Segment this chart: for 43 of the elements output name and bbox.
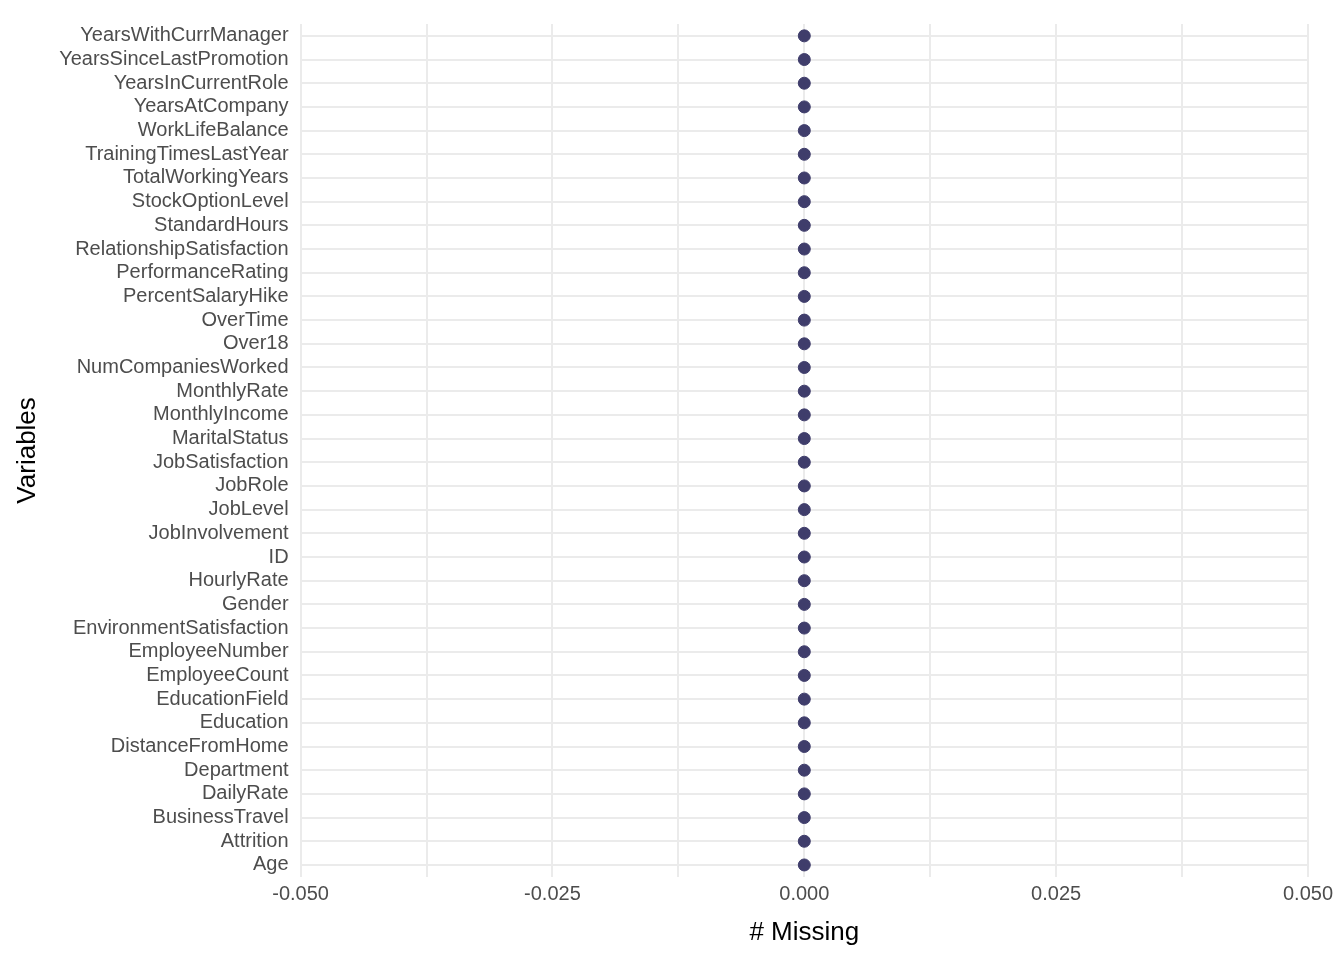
y-tick-label: DailyRate (201, 781, 289, 804)
y-axis-title: Variables (10, 397, 41, 504)
y-tick-label: OverTime (201, 307, 289, 330)
y-tick-label: DistanceFromHome (110, 734, 289, 757)
y-tick-label: JobRole (215, 473, 289, 496)
y-tick-label: TrainingTimesLastYear (85, 141, 289, 164)
x-axis-title: # Missing (749, 915, 860, 946)
x-tick-label: -0.025 (524, 882, 581, 905)
y-tick-label: NumCompaniesWorked (76, 355, 289, 377)
y-tick-label: ID (268, 544, 289, 567)
y-tick-label: StandardHours (154, 212, 289, 235)
x-tick-label: 0.000 (779, 882, 830, 905)
y-tick-label: Education (199, 710, 289, 733)
y-tick-label: EnvironmentSatisfaction (72, 615, 289, 638)
y-tick-label: YearsWithCurrManager (80, 23, 289, 46)
x-tick-label: 0.025 (1031, 882, 1082, 905)
y-tick-label: JobInvolvement (148, 520, 290, 543)
y-tick-label: EducationField (156, 686, 289, 709)
y-tick-label: Attrition (220, 828, 289, 851)
y-tick-label: EmployeeNumber (128, 639, 289, 662)
y-tick-label: EmployeeCount (146, 662, 290, 685)
y-tick-label: Over18 (223, 331, 289, 354)
y-tick-label: WorkLifeBalance (137, 118, 289, 141)
y-tick-label: YearsInCurrentRole (113, 70, 289, 93)
y-tick-label: StockOptionLevel (131, 189, 289, 212)
y-tick-label: Gender (221, 591, 289, 614)
y-tick-label: PercentSalaryHike (122, 283, 289, 306)
y-tick-label: Age (253, 852, 289, 875)
y-tick-label: MonthlyRate (176, 378, 289, 401)
y-tick-label: Department (184, 757, 290, 780)
x-tick-label: -0.050 (272, 882, 329, 905)
y-tick-label: MonthlyIncome (152, 402, 289, 425)
y-tick-label: YearsSinceLastPromotion (59, 47, 289, 70)
y-tick-label: MaritalStatus (171, 426, 289, 449)
y-tick-label: BusinessTravel (152, 805, 289, 828)
y-tick-label: HourlyRate (188, 568, 289, 591)
x-tick-label: 0.050 (1282, 882, 1334, 905)
y-tick-label: PerformanceRating (116, 260, 289, 283)
y-tick-label: JobSatisfaction (152, 449, 289, 472)
y-tick-label: JobLevel (208, 497, 289, 520)
y-tick-label: RelationshipSatisfaction (75, 236, 289, 259)
y-tick-label: TotalWorkingYears (122, 165, 289, 188)
y-tick-label: YearsAtCompany (133, 94, 289, 117)
